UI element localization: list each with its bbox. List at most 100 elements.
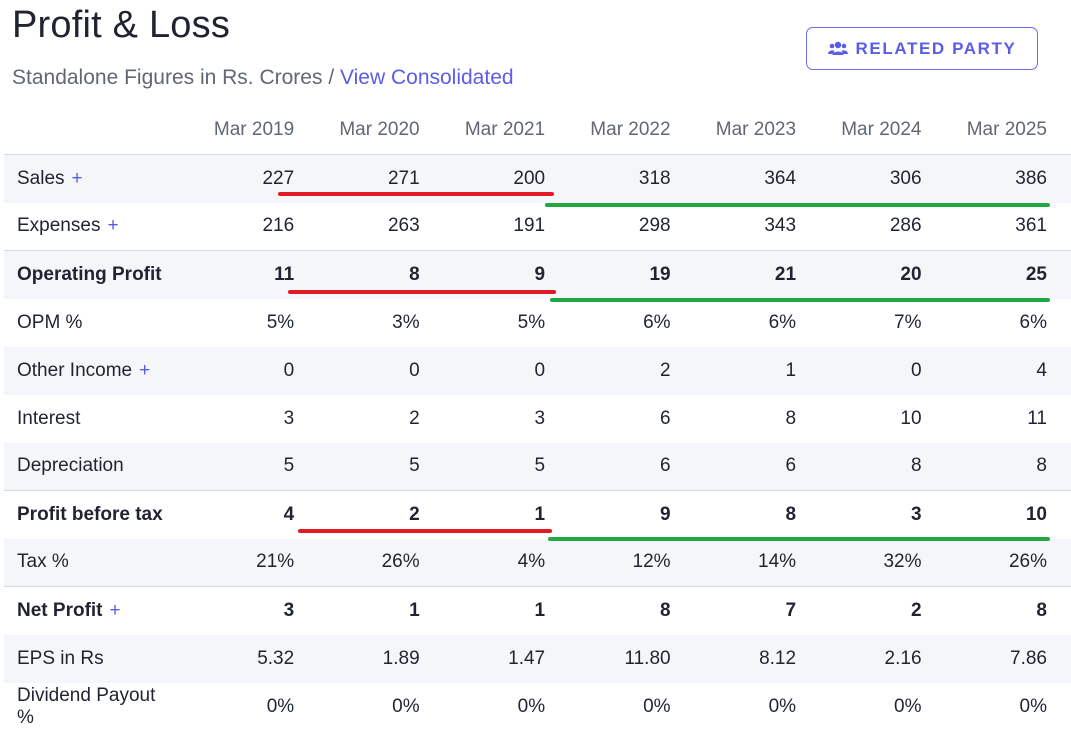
table-cell: 11 xyxy=(192,250,319,299)
table-cell: 8 xyxy=(694,490,821,539)
table-cell: 1 xyxy=(318,586,444,635)
operating-profit-green-underline xyxy=(550,298,1050,302)
table-cell: 25 xyxy=(945,250,1071,299)
table-cell: 6 xyxy=(660,407,671,429)
table-cell: 4 xyxy=(945,346,1071,395)
table-header-row: Mar 2019 Mar 2020 Mar 2021 Mar 2022 Mar 2023… xyxy=(4,106,1071,155)
table-cell: 0% xyxy=(643,695,671,717)
table-row[interactable]: Expenses +216 263 191 298 343 286 361 xyxy=(4,203,1071,251)
row-label[interactable]: Net Profit + xyxy=(4,586,193,635)
row-label: OPM % xyxy=(4,299,193,347)
table-cell: 5 xyxy=(318,442,444,491)
column-header: Mar 2024 xyxy=(820,106,946,155)
table-cell: 2 xyxy=(820,586,946,635)
row-label[interactable]: Sales + xyxy=(4,154,193,203)
expand-plus-icon[interactable]: + xyxy=(139,359,151,381)
table-cell: 21 xyxy=(694,250,821,299)
table-row: Dividend Payout % 0% 0% 0% 0% 0% 0% 0% xyxy=(4,683,1071,731)
sales-red-underline xyxy=(278,192,554,196)
table-cell: 3 xyxy=(534,407,546,429)
table-cell: 6 xyxy=(569,442,695,491)
table-cell: 4% xyxy=(443,538,570,587)
table-cell: 1.47 xyxy=(443,634,570,683)
table-cell: 7 xyxy=(694,586,821,635)
row-label-text: Net Profit xyxy=(17,599,103,621)
table-cell: 2 xyxy=(569,346,695,395)
table-cell: 7.86 xyxy=(945,634,1071,683)
table-cell: 286 xyxy=(889,215,922,237)
table-cell: 6% xyxy=(1019,311,1047,333)
column-header: Mar 2020 xyxy=(318,106,444,155)
table-row[interactable]: Other Income +0 0 0 2 1 0 4 xyxy=(4,346,1071,395)
column-header: Mar 2025 xyxy=(945,106,1071,155)
table-row: OPM % 5% 3% 5% 6% 6% 7% 6% xyxy=(4,299,1071,347)
table-cell: 8 xyxy=(569,586,695,635)
page-subtitle: Standalone Figures in Rs. Crores / View … xyxy=(12,66,514,90)
row-label: Dividend Payout % xyxy=(4,683,193,731)
expand-plus-icon[interactable]: + xyxy=(71,167,83,189)
table-cell: 386 xyxy=(945,154,1071,203)
table-row: Profit before tax 4 2 1 9 8 3 10 xyxy=(4,490,1071,539)
column-header: Mar 2022 xyxy=(569,106,695,155)
table-cell: 3 xyxy=(283,407,295,429)
table-cell: 26% xyxy=(945,538,1071,587)
table-cell: 11.80 xyxy=(569,634,695,683)
table-cell: 2 xyxy=(409,407,420,429)
row-label[interactable]: Other Income + xyxy=(4,346,193,395)
row-label-text: Operating Profit xyxy=(17,263,162,285)
row-label: Depreciation xyxy=(4,442,193,491)
related-party-button[interactable]: RELATED PARTY xyxy=(806,27,1038,70)
row-label: Operating Profit xyxy=(4,250,193,299)
table-cell: 26% xyxy=(318,538,444,587)
table-cell: 11 xyxy=(1027,407,1047,429)
table-cell: 0% xyxy=(517,695,546,717)
row-label-text: OPM % xyxy=(17,311,83,333)
table-cell: 343 xyxy=(764,215,797,237)
table-cell: 8.12 xyxy=(694,634,821,683)
column-header: Mar 2019 xyxy=(192,106,319,155)
table-cell: 1 xyxy=(694,346,821,395)
table-cell: 364 xyxy=(694,154,821,203)
row-label[interactable]: Expenses + xyxy=(4,203,193,251)
table-row[interactable]: Net Profit +3 1 1 8 7 2 8 xyxy=(4,586,1071,635)
table-cell: 361 xyxy=(1015,215,1047,237)
table-cell: 0% xyxy=(392,695,420,717)
row-label-text: Profit before tax xyxy=(17,503,163,525)
table-cell: 4 xyxy=(192,490,319,539)
table-cell: 8 xyxy=(820,442,946,491)
table-cell: 1 xyxy=(443,586,570,635)
table-row: Interest 3 2 3 6 8 10 11 xyxy=(4,395,1071,443)
expand-plus-icon[interactable]: + xyxy=(107,215,119,237)
page-title: Profit & Loss xyxy=(12,4,231,46)
sales-green-underline xyxy=(545,203,1050,207)
table-cell: 5 xyxy=(192,442,319,491)
table-cell: 5% xyxy=(266,311,295,333)
row-label-text: Other Income xyxy=(17,359,133,381)
table-cell: 14% xyxy=(694,538,821,587)
row-label-text: Sales xyxy=(17,167,65,189)
subtitle-text: Standalone Figures in Rs. Crores xyxy=(12,66,323,89)
table-cell: 5 xyxy=(443,442,570,491)
pbt-red-underline xyxy=(298,529,552,533)
view-consolidated-link[interactable]: View Consolidated xyxy=(340,66,514,89)
table-row: Depreciation 5 5 5 6 6 8 8 xyxy=(4,442,1071,491)
table-cell: 191 xyxy=(513,215,546,237)
row-label: Interest xyxy=(4,395,193,443)
row-label-text: Depreciation xyxy=(17,455,124,477)
table-row: EPS in Rs 5.32 1.89 1.47 11.80 8.12 2.16 7.86 xyxy=(4,634,1071,683)
table-cell: 10 xyxy=(945,490,1071,539)
header-label-cell xyxy=(4,106,193,155)
table-cell: 6% xyxy=(643,311,671,333)
row-label: Tax % xyxy=(4,538,193,587)
expand-plus-icon[interactable]: + xyxy=(109,599,121,621)
row-label: Profit before tax xyxy=(4,490,193,539)
table-cell: 19 xyxy=(569,250,695,299)
table-cell: 0 xyxy=(318,346,444,395)
table-cell: 216 xyxy=(262,215,295,237)
table-cell: 298 xyxy=(638,215,671,237)
table-cell: 0 xyxy=(192,346,319,395)
table-cell: 1.89 xyxy=(318,634,444,683)
table-cell: 3 xyxy=(820,490,946,539)
table-cell: 8 xyxy=(945,442,1071,491)
table-cell: 0% xyxy=(768,695,797,717)
